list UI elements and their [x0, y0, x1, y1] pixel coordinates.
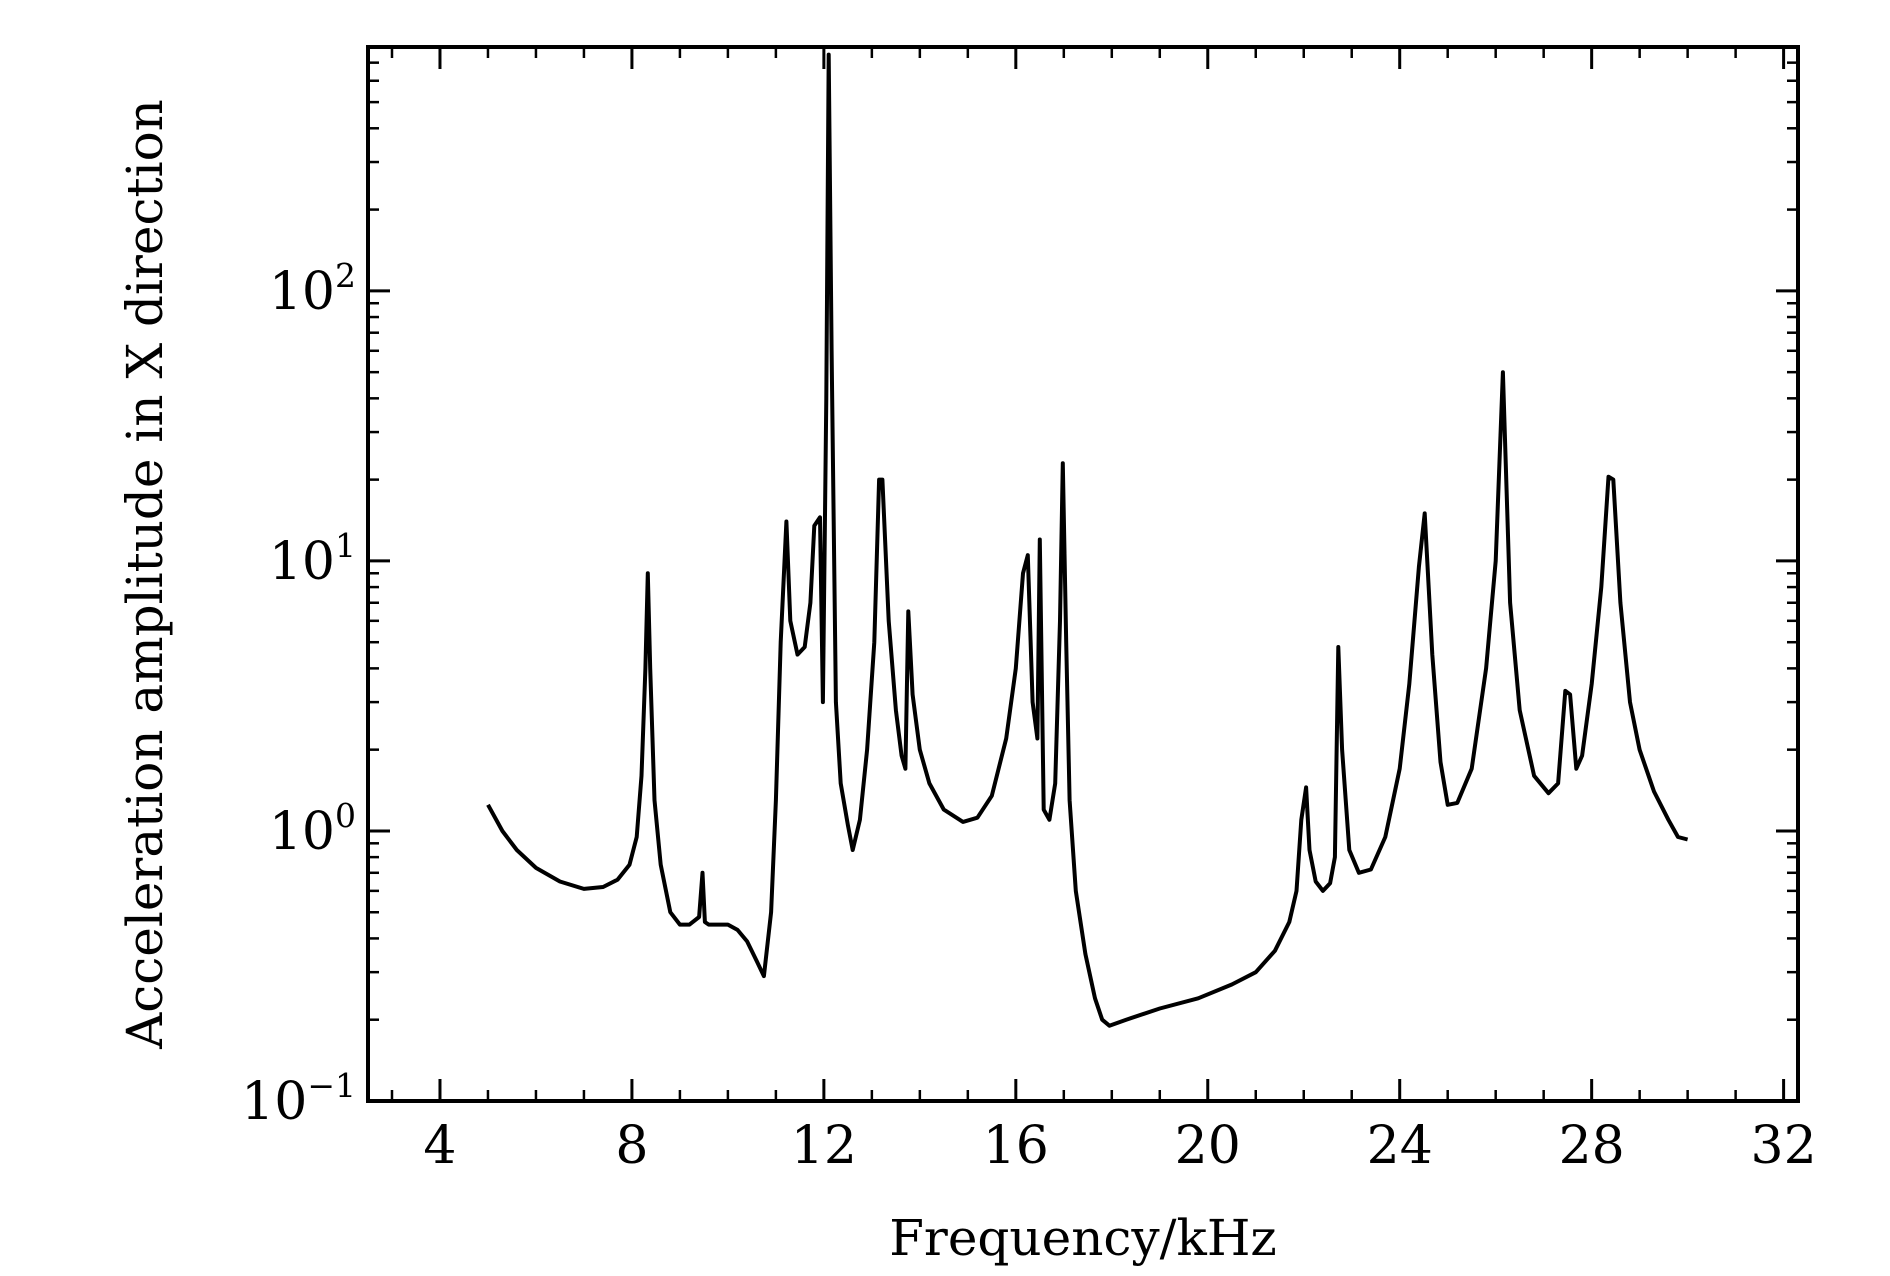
x-tick-label: 20	[1175, 1116, 1241, 1176]
x-tick-label: 4	[423, 1116, 456, 1176]
y-tick-label: 101	[269, 526, 356, 592]
y-tick-labels: 10−1 100 101 102	[241, 256, 356, 1132]
x-tick-label: 28	[1559, 1116, 1625, 1176]
minor-ticks	[368, 45, 1798, 1101]
y-tick-label: 100	[269, 796, 356, 862]
x-tick-label: 16	[983, 1116, 1049, 1176]
y-tick-label: 10−1	[241, 1066, 356, 1132]
y-axis-label: Acceleration amplitude in X direction	[116, 99, 174, 1050]
y-tick-label: 102	[269, 256, 356, 322]
x-tick-label: 8	[615, 1116, 648, 1176]
x-tick-label: 24	[1367, 1116, 1433, 1176]
series-line	[486, 52, 1689, 1028]
x-tick-label: 32	[1751, 1116, 1817, 1176]
x-tick-label: 12	[791, 1116, 857, 1176]
major-ticks	[368, 47, 1798, 1103]
x-tick-labels: 4 8 12 16 20 24 28 32	[423, 1116, 1816, 1176]
x-axis-label: Frequency/kHz	[889, 1209, 1277, 1267]
